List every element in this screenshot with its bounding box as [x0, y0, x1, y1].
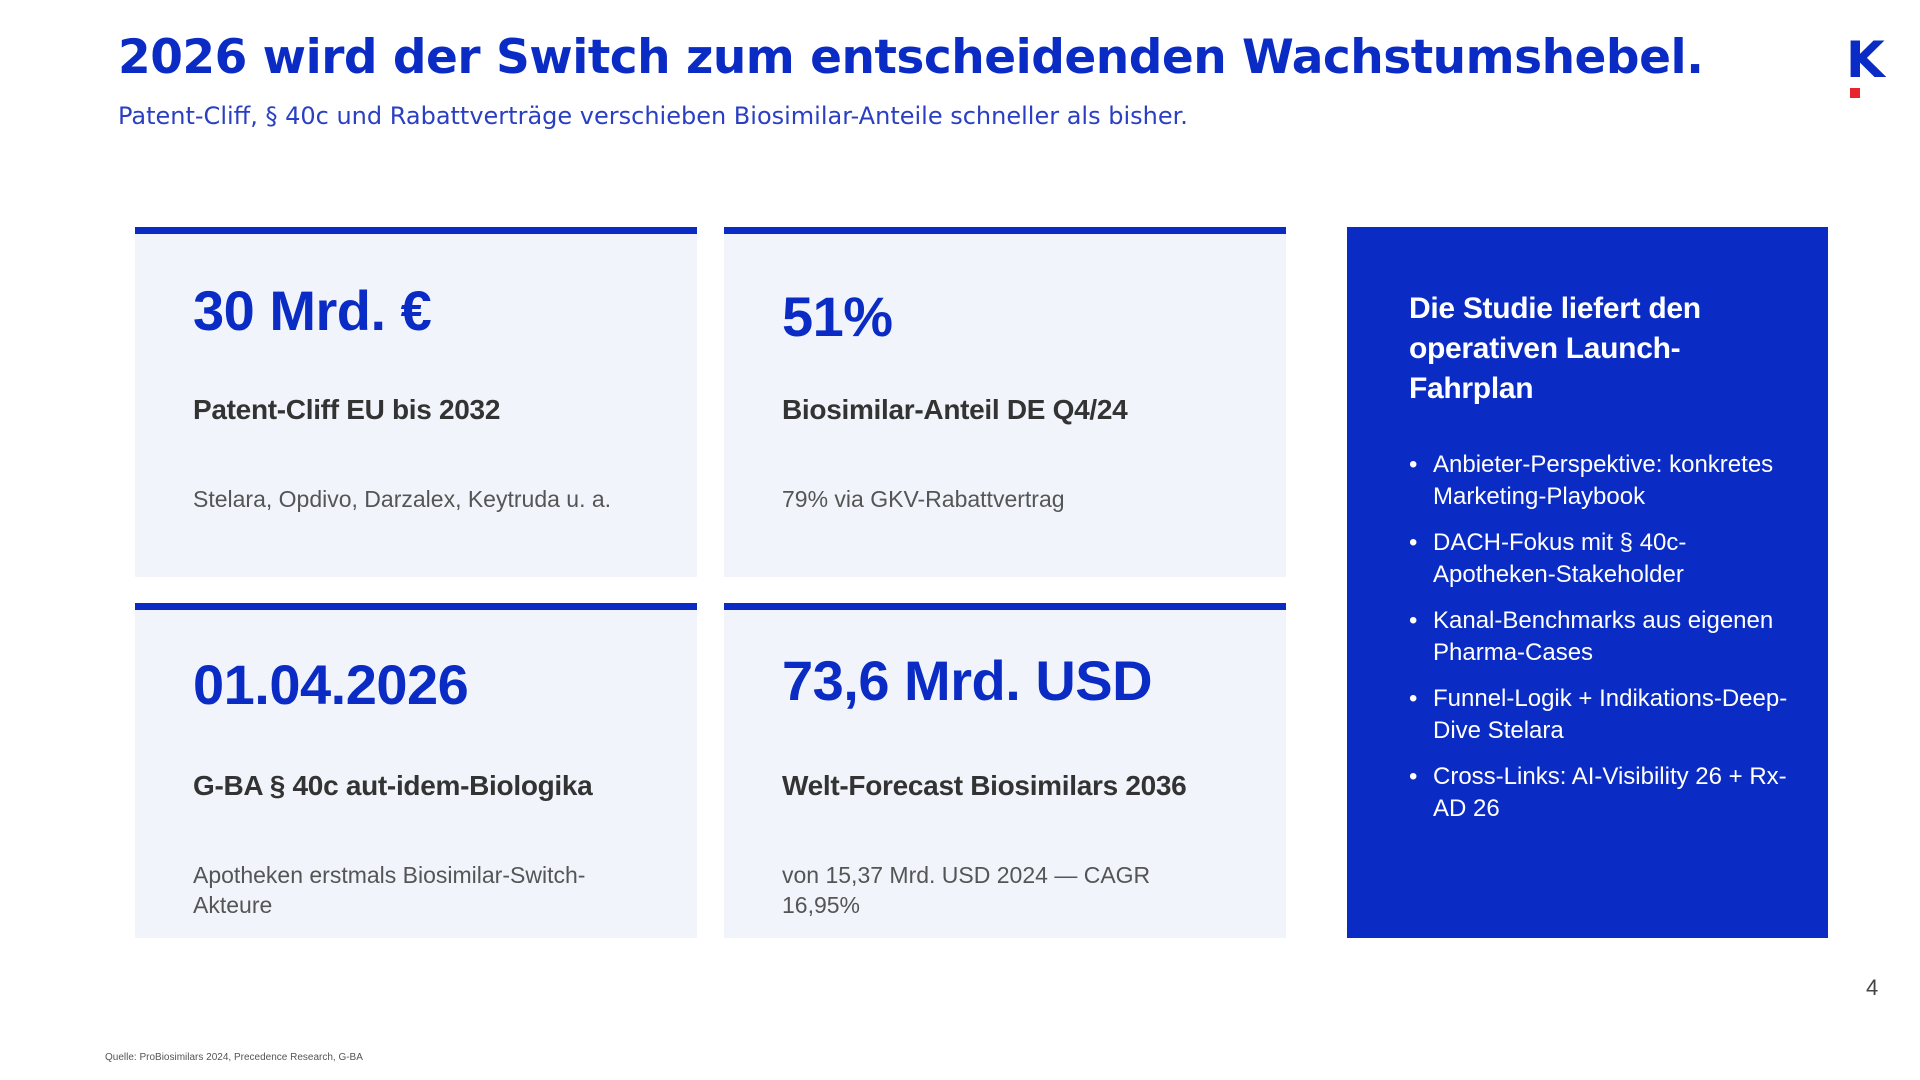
bullet-icon: •	[1409, 607, 1418, 634]
list-item: • DACH-Fokus mit § 40c-Apotheken-Stakehol…	[1409, 527, 1789, 591]
panel-heading: Die Studie liefert den operativen Launch…	[1409, 292, 1701, 405]
kpi-value: 73,6 Mrd. USD	[782, 649, 1153, 712]
kpi-label: Welt-Forecast Biosimilars 2036	[782, 770, 1187, 801]
page-subtitle: Patent-Cliff, § 40c und Rabattverträge v…	[118, 102, 1188, 130]
list-item-text: Kanal-Benchmarks aus eigenen Pharma-Case…	[1433, 607, 1774, 666]
page-number: 4	[1866, 975, 1879, 1000]
kpi-card-gba-date: 01.04.2026 G-BA § 40c aut-idem-Biologika…	[135, 603, 697, 938]
list-item-text: Funnel-Logik + Indikations-Deep-Dive Ste…	[1433, 685, 1788, 744]
kpi-value: 01.04.2026	[193, 653, 469, 716]
study-summary-panel: Die Studie liefert den operativen Launch…	[1347, 227, 1828, 938]
kpi-description: von 15,37 Mrd. USD 2024 — CAGR 16,95%	[782, 862, 1151, 918]
brand-logo: K	[1846, 32, 1896, 100]
bullet-icon: •	[1409, 685, 1418, 712]
kpi-label: G-BA § 40c aut-idem-Biologika	[193, 770, 593, 801]
page-title: 2026 wird der Switch zum entscheidenden …	[118, 30, 1704, 85]
list-item-text: Anbieter-Perspektive: konkretes Marketin…	[1433, 451, 1774, 510]
list-item: • Funnel-Logik + Indikations-Deep-Dive St…	[1409, 683, 1789, 747]
bullet-icon: •	[1409, 529, 1418, 556]
kpi-description: Apotheken erstmals Biosimilar-Switch-Akt…	[193, 862, 586, 918]
list-item-text: DACH-Fokus mit § 40c-Apotheken-Stakehold…	[1433, 529, 1687, 588]
bullet-icon: •	[1409, 763, 1418, 790]
kpi-value: 51%	[782, 285, 893, 348]
kpi-description: 79% via GKV-Rabattvertrag	[782, 486, 1065, 512]
kpi-value: 30 Mrd. €	[193, 279, 432, 342]
logo-accent-dot	[1850, 88, 1860, 98]
list-item: • Anbieter-Perspektive: konkretes Marketi…	[1409, 449, 1789, 513]
kpi-card-world-forecast: 73,6 Mrd. USD Welt-Forecast Biosimilars …	[724, 603, 1286, 938]
bullet-icon: •	[1409, 451, 1418, 478]
list-item: • Cross-Links: AI-Visibility 26 + Rx-AD 2…	[1409, 761, 1789, 825]
list-item-text: Cross-Links: AI-Visibility 26 + Rx-AD 26	[1433, 763, 1787, 822]
kpi-description: Stelara, Opdivo, Darzalex, Keytruda u. a…	[193, 486, 612, 512]
source-note: Quelle: ProBiosimilars 2024, Precedence …	[105, 1052, 363, 1063]
logo-letter: K	[1846, 31, 1885, 89]
panel-bullet-list: • Anbieter-Perspektive: konkretes Marketi…	[1409, 449, 1789, 839]
list-item: • Kanal-Benchmarks aus eigenen Pharma-Cas…	[1409, 605, 1789, 669]
kpi-label: Patent-Cliff EU bis 2032	[193, 394, 501, 425]
kpi-label: Biosimilar-Anteil DE Q4/24	[782, 394, 1128, 425]
kpi-card-biosimilar-share: 51% Biosimilar-Anteil DE Q4/24 79% via G…	[724, 227, 1286, 577]
kpi-card-patent-cliff: 30 Mrd. € Patent-Cliff EU bis 2032 Stela…	[135, 227, 697, 577]
